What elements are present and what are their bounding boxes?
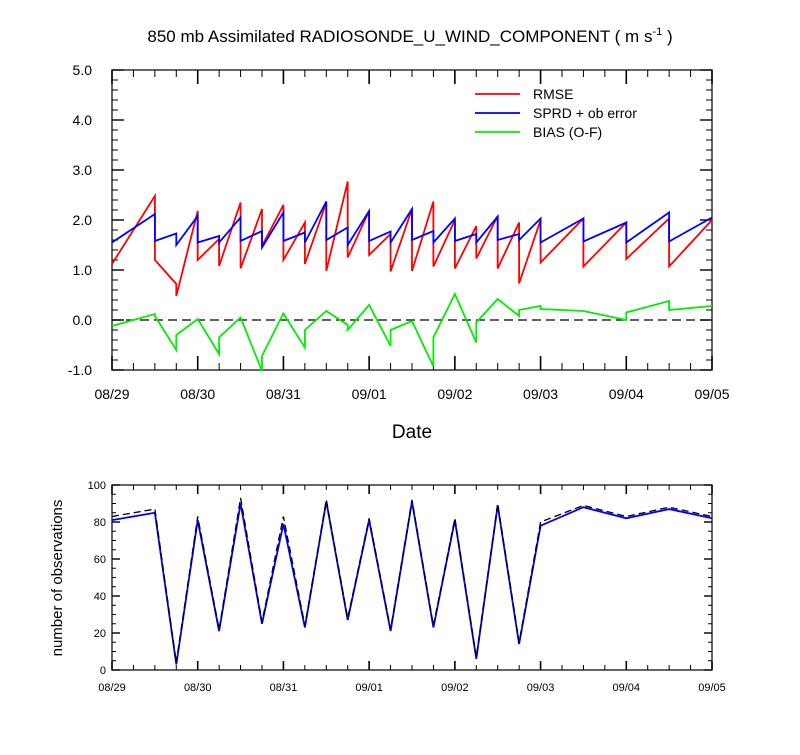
y-tick-label: 80 <box>94 517 106 529</box>
y-tick-label: 5.0 <box>73 62 93 78</box>
x-tick-label: 09/02 <box>441 682 469 694</box>
y-tick-label: 3.0 <box>73 162 93 178</box>
y-tick-label: 1.0 <box>73 262 93 278</box>
top-plot: 08/29 08/30 08/31 09/01 09/02 09/03 09/04 09/05… <box>68 62 730 402</box>
x-tick-label: 09/03 <box>523 386 558 402</box>
y-tick-label: 100 <box>88 480 106 492</box>
series-line-obs-possible <box>111 497 713 663</box>
x-tick-label: 08/30 <box>180 386 215 402</box>
x-tick-label: 09/02 <box>437 386 472 402</box>
x-tick-label: 09/04 <box>613 682 641 694</box>
legend-label: SPRD + ob error <box>533 105 637 121</box>
chart-title: 850 mb Assimilated RADIOSONDE_U_WIND_COM… <box>147 26 672 46</box>
x-tick-label: 09/05 <box>698 682 726 694</box>
y-tick-label: 2.0 <box>73 212 93 228</box>
series-line-sprd-ob-error <box>111 201 713 251</box>
x-axis-label: Date <box>392 422 432 443</box>
y-tick-label: 4.0 <box>73 112 93 128</box>
x-tick-label: 08/29 <box>94 386 129 402</box>
series-line-obs-used <box>111 501 713 665</box>
plot-frame <box>111 484 713 671</box>
y-tick-label: -1.0 <box>68 362 92 378</box>
x-tick-label: 09/04 <box>609 386 644 402</box>
x-tick-label: 08/30 <box>184 682 212 694</box>
x-tick-label: 09/01 <box>355 682 383 694</box>
x-tick-label: 09/05 <box>694 386 729 402</box>
y-tick-label: 0.0 <box>73 312 93 328</box>
x-tick-label: 08/31 <box>266 386 301 402</box>
x-tick-label: 09/01 <box>352 386 387 402</box>
y-tick-label: 0 <box>100 665 106 677</box>
x-tick-label: 08/29 <box>98 682 126 694</box>
legend-label: BIAS (O-F) <box>533 124 602 140</box>
y-axis-label: number of observations <box>49 500 66 657</box>
y-tick-label: 20 <box>94 628 106 640</box>
series-line-bias-o-f <box>111 291 713 372</box>
y-tick-label: 40 <box>94 591 106 603</box>
y-tick-label: 60 <box>94 554 106 566</box>
x-tick-label: 09/03 <box>527 682 555 694</box>
bottom-plot: 08/29 08/30 08/31 09/01 09/02 09/03 09/04 09/05… <box>88 480 726 694</box>
x-tick-label: 08/31 <box>270 682 298 694</box>
legend-label: RMSE <box>533 86 573 102</box>
